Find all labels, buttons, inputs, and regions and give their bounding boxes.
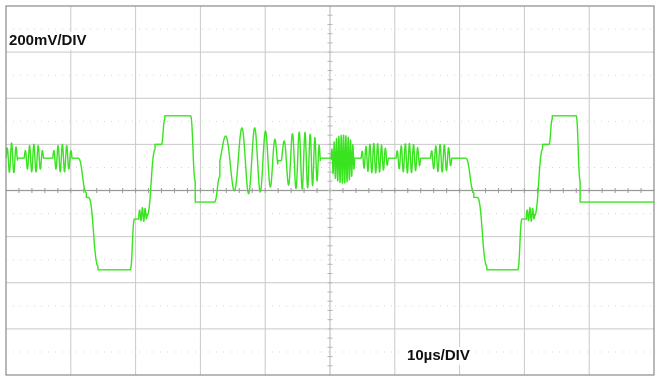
- graticule-grid: [5, 5, 655, 376]
- horizontal-scale-label: 10µs/DIV: [405, 347, 472, 365]
- signal-trace-group: [5, 115, 654, 271]
- plot-border: [5, 5, 655, 376]
- vertical-scale-label: 200mV/DIV: [7, 32, 89, 50]
- signal-trace: [5, 115, 654, 271]
